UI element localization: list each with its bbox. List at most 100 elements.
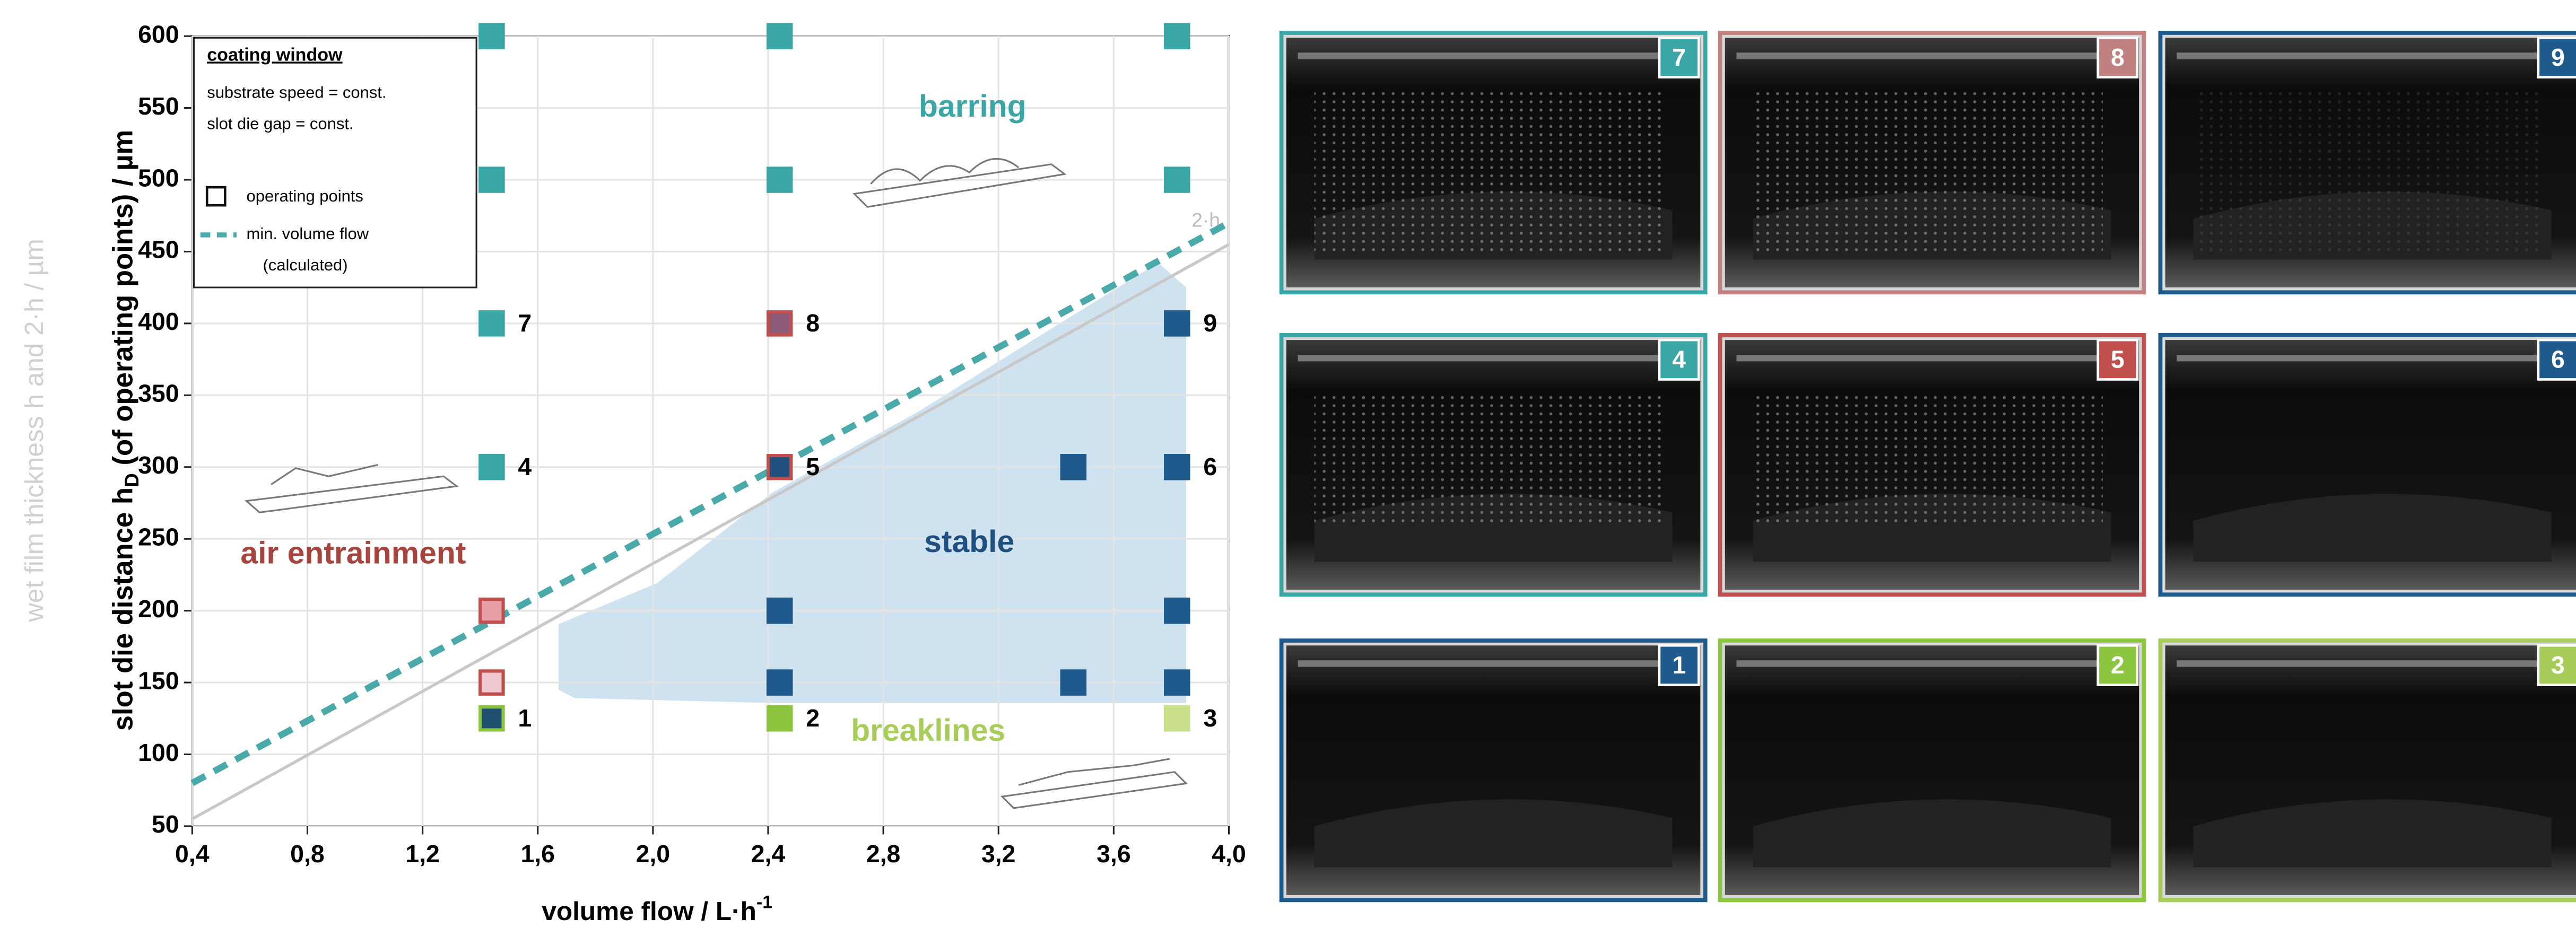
x-label-part: volume flow / L·h [542, 896, 756, 926]
point-label: 6 [1203, 453, 1217, 480]
operating-point [478, 23, 505, 49]
y-tick-label: 450 [138, 236, 179, 264]
photo-highlight [1298, 52, 1689, 59]
operating-point [478, 167, 505, 193]
legend-note: substrate speed = const. [207, 83, 386, 102]
operating-point [478, 597, 505, 624]
operating-point [1164, 310, 1190, 337]
operating-point [1060, 669, 1087, 696]
x-tick-label: 0,4 [175, 840, 210, 868]
photo-label: 8 [2111, 43, 2125, 71]
photo-badge [2096, 36, 2139, 78]
operating-point [1164, 23, 1190, 49]
photo-badge [2537, 338, 2576, 381]
photo-badge [1658, 644, 1700, 686]
point-label: 4 [518, 453, 532, 480]
y-tick-label: 550 [138, 92, 179, 120]
photo-reflection [1753, 799, 2111, 868]
x-tick-label: 2,8 [866, 840, 901, 868]
operating-point [478, 453, 505, 480]
operating-point [766, 453, 793, 480]
operating-point [478, 705, 505, 732]
x-axis-label: volume flow / L·h-1 [542, 892, 772, 926]
photo-highlight [2177, 52, 2568, 59]
photo-label: 3 [2551, 651, 2565, 679]
operating-point [1164, 597, 1190, 624]
y-tick-label: 50 [152, 810, 179, 838]
point-label: 9 [1203, 309, 1217, 337]
photo-highlight [1736, 52, 2128, 59]
y-tick-label: 150 [138, 667, 179, 694]
operating-point [766, 310, 793, 337]
photo-highlight [2177, 355, 2568, 362]
y-label-part: (of operating points) / µm [107, 130, 138, 473]
photo-badge [2537, 36, 2576, 78]
operating-point [766, 669, 793, 696]
legend-note: slot die gap = const. [207, 115, 353, 133]
operating-point [1164, 669, 1190, 696]
x-tick-label: 1,2 [405, 840, 440, 868]
legend-label: min. volume flow [247, 224, 369, 243]
photo-grid: 7 8 9 4 5 6 1 2 3 [1279, 31, 2576, 903]
photo-reflection [2193, 494, 2552, 562]
region-label: air entrainment [240, 536, 466, 570]
sketch-icons [244, 157, 1188, 809]
x-tick-label: 0,8 [290, 840, 325, 868]
photo-badge [1658, 36, 1700, 78]
point-label: 5 [806, 453, 820, 480]
operating-point [766, 705, 793, 732]
photo-texture [1753, 90, 2103, 255]
operating-point [766, 597, 793, 624]
point-label: 7 [518, 309, 532, 337]
x-tick-label: 2,0 [636, 840, 671, 868]
region-label: breaklines [851, 713, 1005, 748]
legend-label: (calculated) [263, 256, 348, 274]
operating-point [1164, 453, 1190, 480]
x-tick-label: 1,6 [520, 840, 555, 868]
photo-label: 6 [2551, 346, 2565, 373]
operating-point [1060, 453, 1087, 480]
photo-highlight [2177, 660, 2568, 667]
y-tick-label: 500 [138, 164, 179, 191]
point-label: 2 [806, 704, 820, 732]
y-tick-label: 250 [138, 523, 179, 550]
y-tick-label: 300 [138, 451, 179, 479]
y-axis-label: slot die distance hD (of operating point… [107, 130, 142, 731]
y-label-sub: D [120, 473, 143, 487]
photo-texture [1314, 392, 1665, 524]
operating-point [766, 167, 793, 193]
point-label: 3 [1203, 704, 1217, 732]
photo-highlight [1736, 355, 2128, 362]
legend-label: operating points [247, 187, 363, 205]
photo-label: 2 [2111, 651, 2125, 679]
photo-badge [2096, 338, 2139, 381]
photo-highlight [1298, 660, 1689, 667]
photo-badge [2537, 644, 2576, 686]
photo-badge [1658, 338, 1700, 381]
photo-label: 4 [1672, 346, 1686, 373]
legend-box [193, 37, 477, 288]
photo-texture [1314, 90, 1665, 255]
y-tick-label: 350 [138, 380, 179, 407]
photo-label: 9 [2551, 43, 2565, 71]
x-label-sup: -1 [756, 892, 772, 913]
region-label: stable [924, 524, 1014, 559]
y-tick-label: 600 [138, 20, 179, 48]
photo-reflection [1314, 799, 1673, 868]
photo-label: 7 [1672, 43, 1686, 71]
y-label-part: slot die distance h [107, 487, 138, 731]
legend-title: coating window [207, 45, 343, 65]
photo-texture [1753, 392, 2103, 524]
series-line [191, 243, 1230, 820]
operating-point [478, 310, 505, 337]
operating-point [478, 669, 505, 696]
photo-highlight [1298, 355, 1689, 362]
operating-point [1164, 167, 1190, 193]
photo-label: 1 [1672, 651, 1686, 679]
point-label: 1 [518, 704, 532, 732]
stable-region [558, 262, 1186, 703]
y2-axis-label: wet film thickness h and 2·h / µm [19, 239, 49, 623]
point-label: 8 [806, 309, 820, 337]
operating-point [766, 23, 793, 49]
